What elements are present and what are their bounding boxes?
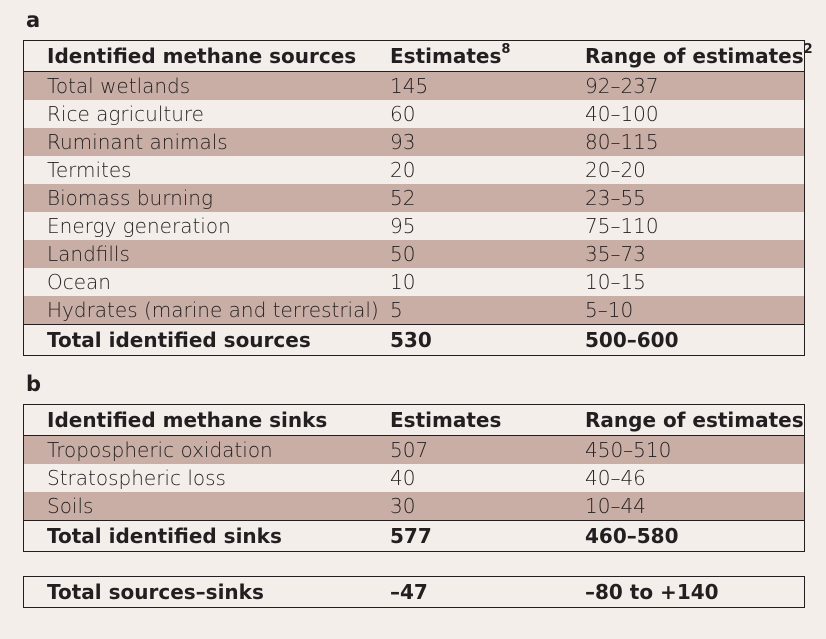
table-row: Energy generation 95 75–110	[47, 214, 659, 238]
table-row: Tropospheric oxidation 507 450–510	[24, 436, 804, 464]
table-row: Rice agriculture 60 40–100	[47, 102, 659, 126]
sinks-header-range: Range of estimates	[585, 408, 804, 432]
sinks-header-row: Identified methane sinks Estimates Range…	[24, 405, 804, 436]
table-row: Termites 20 20–20	[47, 158, 646, 182]
sinks-header-name: Identified methane sinks	[47, 408, 328, 432]
table-row: Soils 30 10–44	[24, 492, 804, 520]
table-row: Ocean 10 10–15	[47, 270, 646, 294]
sources-total-row: Total identified sources 530 500–600	[24, 324, 804, 355]
table-row: Stratospheric loss 40 40–46	[47, 466, 646, 490]
sources-header-range: Range of estimates2	[585, 42, 813, 68]
table-row: Hydrates (marine and terrestrial) 5 5–10	[24, 296, 804, 324]
range-ref: 2	[803, 42, 813, 58]
estimates-ref: 8	[501, 42, 511, 58]
sources-header-estimates: Estimates8	[390, 42, 511, 68]
panel-a-label: a	[26, 8, 41, 32]
sources-header-name: Identified methane sources	[47, 44, 357, 68]
balance-table: Total sources–sinks –47 –80 to +140	[23, 576, 805, 608]
sources-header-row: Identified methane sources Estimates8 Ra…	[24, 41, 813, 72]
table-row: Biomass burning 52 23–55	[24, 184, 804, 212]
sources-table: Identified methane sources Estimates8 Ra…	[23, 40, 813, 356]
table-row: Ruminant animals 93 80–115	[24, 128, 804, 156]
balance-row: Total sources–sinks –47 –80 to +140	[47, 580, 719, 604]
table-row: Total wetlands 145 92–237	[24, 72, 804, 100]
sinks-table: Identified methane sinks Estimates Range…	[23, 404, 805, 552]
table-row: Landfills 50 35–73	[24, 240, 804, 268]
sinks-header-estimates: Estimates	[390, 408, 502, 432]
sinks-total-row: Total identified sinks 577 460–580	[24, 520, 804, 551]
panel-b-label: b	[26, 372, 42, 396]
